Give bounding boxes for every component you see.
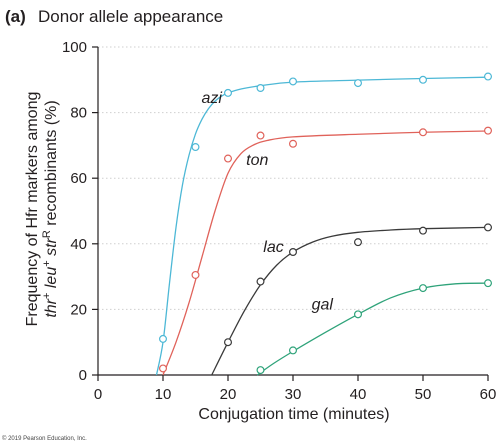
y-tick-label-80: 80	[70, 105, 87, 122]
y-title-text: thr	[43, 298, 60, 317]
data-point-ton-1	[191, 270, 200, 279]
data-point-gal-4	[484, 279, 493, 288]
x-tick-label-60: 60	[480, 386, 497, 403]
data-point-lac-4	[419, 226, 428, 235]
copyright-notice: © 2019 Pearson Education, Inc.	[2, 435, 87, 442]
data-point-azi-2	[224, 88, 233, 97]
y-tick-label-60: 60	[70, 170, 87, 187]
y-title-superscript: +	[41, 260, 53, 266]
data-point-lac-5	[484, 223, 493, 232]
data-point-azi-0	[159, 334, 168, 343]
series-labels: azi ton lac gal	[202, 90, 334, 314]
y-tick-label-0: 0	[79, 367, 87, 384]
y-tick-label-100: 100	[62, 39, 87, 56]
ticks: 0 10 20 30 40 50 60 0 20 40 60 80 100	[62, 39, 496, 403]
x-tick-label-20: 20	[220, 386, 237, 403]
y-axis-title: Frequency of Hfr markers among thr+ leu+…	[24, 92, 60, 327]
y-title-text: recombinants (%)	[43, 100, 60, 230]
x-tick-label-50: 50	[415, 386, 432, 403]
data-point-lac-0	[224, 338, 233, 347]
data-point-lac-3	[354, 238, 363, 247]
y-title-text: leu	[43, 267, 60, 293]
panel-title: Donor allele appearance	[38, 7, 223, 26]
x-tick-label-30: 30	[285, 386, 302, 403]
data-point-azi-3	[256, 83, 265, 92]
series-line-ton	[162, 130, 489, 376]
series-label-gal: gal	[312, 296, 334, 313]
data-point-gal-0	[256, 366, 265, 375]
data-point-azi-4	[289, 77, 298, 86]
series-line-azi	[155, 76, 489, 376]
data-point-ton-2	[224, 154, 233, 163]
series-line-gal	[256, 282, 489, 376]
x-axis-title: Conjugation time (minutes)	[198, 406, 389, 423]
data-point-gal-2	[354, 310, 363, 319]
data-point-gal-3	[419, 284, 428, 293]
series-label-lac: lac	[263, 239, 283, 256]
data-point-ton-3	[256, 131, 265, 140]
series-points	[159, 72, 493, 375]
data-point-ton-4	[289, 139, 298, 148]
data-point-azi-1	[191, 143, 200, 152]
series-label-azi: azi	[202, 90, 223, 107]
series-line-lac	[211, 226, 489, 376]
y-axis-title-line2: thr+ leu+ strR recombinants (%)	[41, 100, 60, 317]
data-point-azi-6	[419, 75, 428, 84]
gridlines	[98, 46, 488, 310]
data-point-ton-6	[484, 126, 493, 135]
panel-letter: (a)	[5, 7, 26, 26]
y-title-superscript: +	[41, 293, 53, 299]
x-tick-label-40: 40	[350, 386, 367, 403]
series-lines	[155, 76, 489, 376]
y-tick-label-20: 20	[70, 301, 87, 318]
series-label-ton: ton	[246, 152, 268, 169]
y-tick-label-40: 40	[70, 236, 87, 253]
data-point-azi-5	[354, 79, 363, 88]
y-title-superscript: R	[41, 230, 53, 238]
data-point-lac-2	[289, 248, 298, 257]
data-point-gal-1	[289, 346, 298, 355]
data-point-lac-1	[256, 277, 265, 286]
y-title-text: str	[43, 237, 60, 260]
axes	[97, 47, 488, 376]
y-axis-title-line1: Frequency of Hfr markers among	[24, 92, 41, 327]
x-tick-label-10: 10	[155, 386, 172, 403]
data-point-ton-0	[159, 364, 168, 373]
data-point-ton-5	[419, 128, 428, 137]
data-point-azi-7	[484, 72, 493, 81]
x-tick-label-0: 0	[94, 386, 102, 403]
